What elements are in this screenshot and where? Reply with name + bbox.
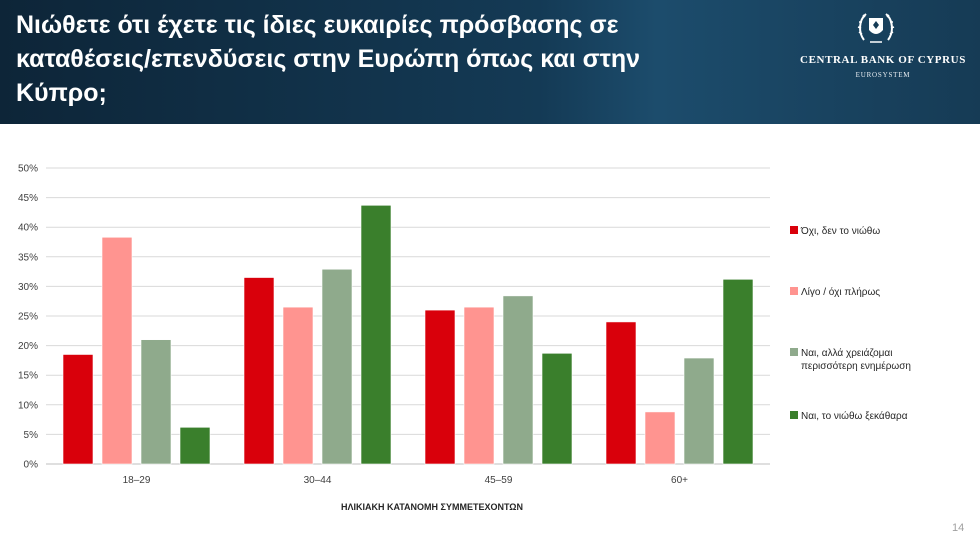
legend-label: Ναι, αλλά χρειάζομαι περισσότερη ενημέρωσ… [801, 347, 911, 372]
y-tick-label: 0% [24, 460, 39, 471]
bar [644, 411, 676, 465]
x-tick-label: 30–44 [304, 475, 332, 486]
legend-swatch [790, 348, 798, 356]
page-number: 14 [952, 522, 965, 534]
y-tick-label: 35% [18, 252, 38, 263]
bar [541, 352, 573, 465]
y-tick-label: 10% [18, 400, 38, 411]
bar [360, 204, 392, 465]
bar [282, 306, 314, 465]
coat-of-arms-icon [857, 13, 895, 43]
y-tick-label: 30% [18, 282, 38, 293]
y-tick-label: 40% [18, 223, 38, 234]
bar [502, 295, 534, 465]
x-axis-label: ΗΛΙΚΙΑΚΗ ΚΑΤΑΝΟΜΗ ΣΥΜΜΕΤΕΧΟΝΤΩΝ [341, 502, 523, 512]
y-tick-label: 5% [24, 430, 39, 441]
bar [463, 306, 495, 465]
bank-subtitle: EUROSYSTEM [855, 71, 911, 79]
bar [101, 236, 133, 465]
header-banner: Νιώθετε ότι έχετε τις ίδιες ευκαιρίες πρ… [0, 0, 980, 124]
grouped-bar-chart: 0% 5% 10% 15% 20% 25% 30% 35% 40% 45% 50% 18–29 30–4… [18, 164, 911, 513]
legend-label: Όχι, δεν το νιώθω [800, 225, 880, 237]
bar [243, 277, 275, 465]
bar [683, 357, 715, 465]
bar [321, 268, 353, 465]
y-tick-label: 50% [18, 164, 38, 175]
legend-label: Ναι, το νιώθω ξεκάθαρα [801, 410, 908, 422]
x-tick-label: 45–59 [485, 475, 513, 486]
y-tick-label: 20% [18, 341, 38, 352]
bank-logo: CENTRAL BANK OF CYPRUS EUROSYSTEM [790, 8, 980, 98]
bar [140, 339, 172, 465]
page-title: Νιώθετε ότι έχετε τις ίδιες ευκαιρίες πρ… [16, 11, 641, 107]
x-tick-label: 60+ [671, 475, 688, 486]
legend-label: Λίγο / όχι πλήρως [801, 286, 880, 298]
y-tick-label: 25% [18, 312, 38, 323]
bar [605, 321, 637, 465]
y-tick-label: 15% [18, 371, 38, 382]
legend-swatch [790, 287, 798, 295]
bar [179, 426, 211, 465]
legend-swatch [790, 226, 798, 234]
bank-name: CENTRAL BANK OF CYPRUS [800, 54, 966, 66]
legend-swatch [790, 411, 798, 419]
bar [62, 354, 94, 465]
bar [424, 309, 456, 465]
bar [722, 278, 754, 465]
y-tick-label: 45% [18, 193, 38, 204]
x-tick-label: 18–29 [123, 475, 151, 486]
